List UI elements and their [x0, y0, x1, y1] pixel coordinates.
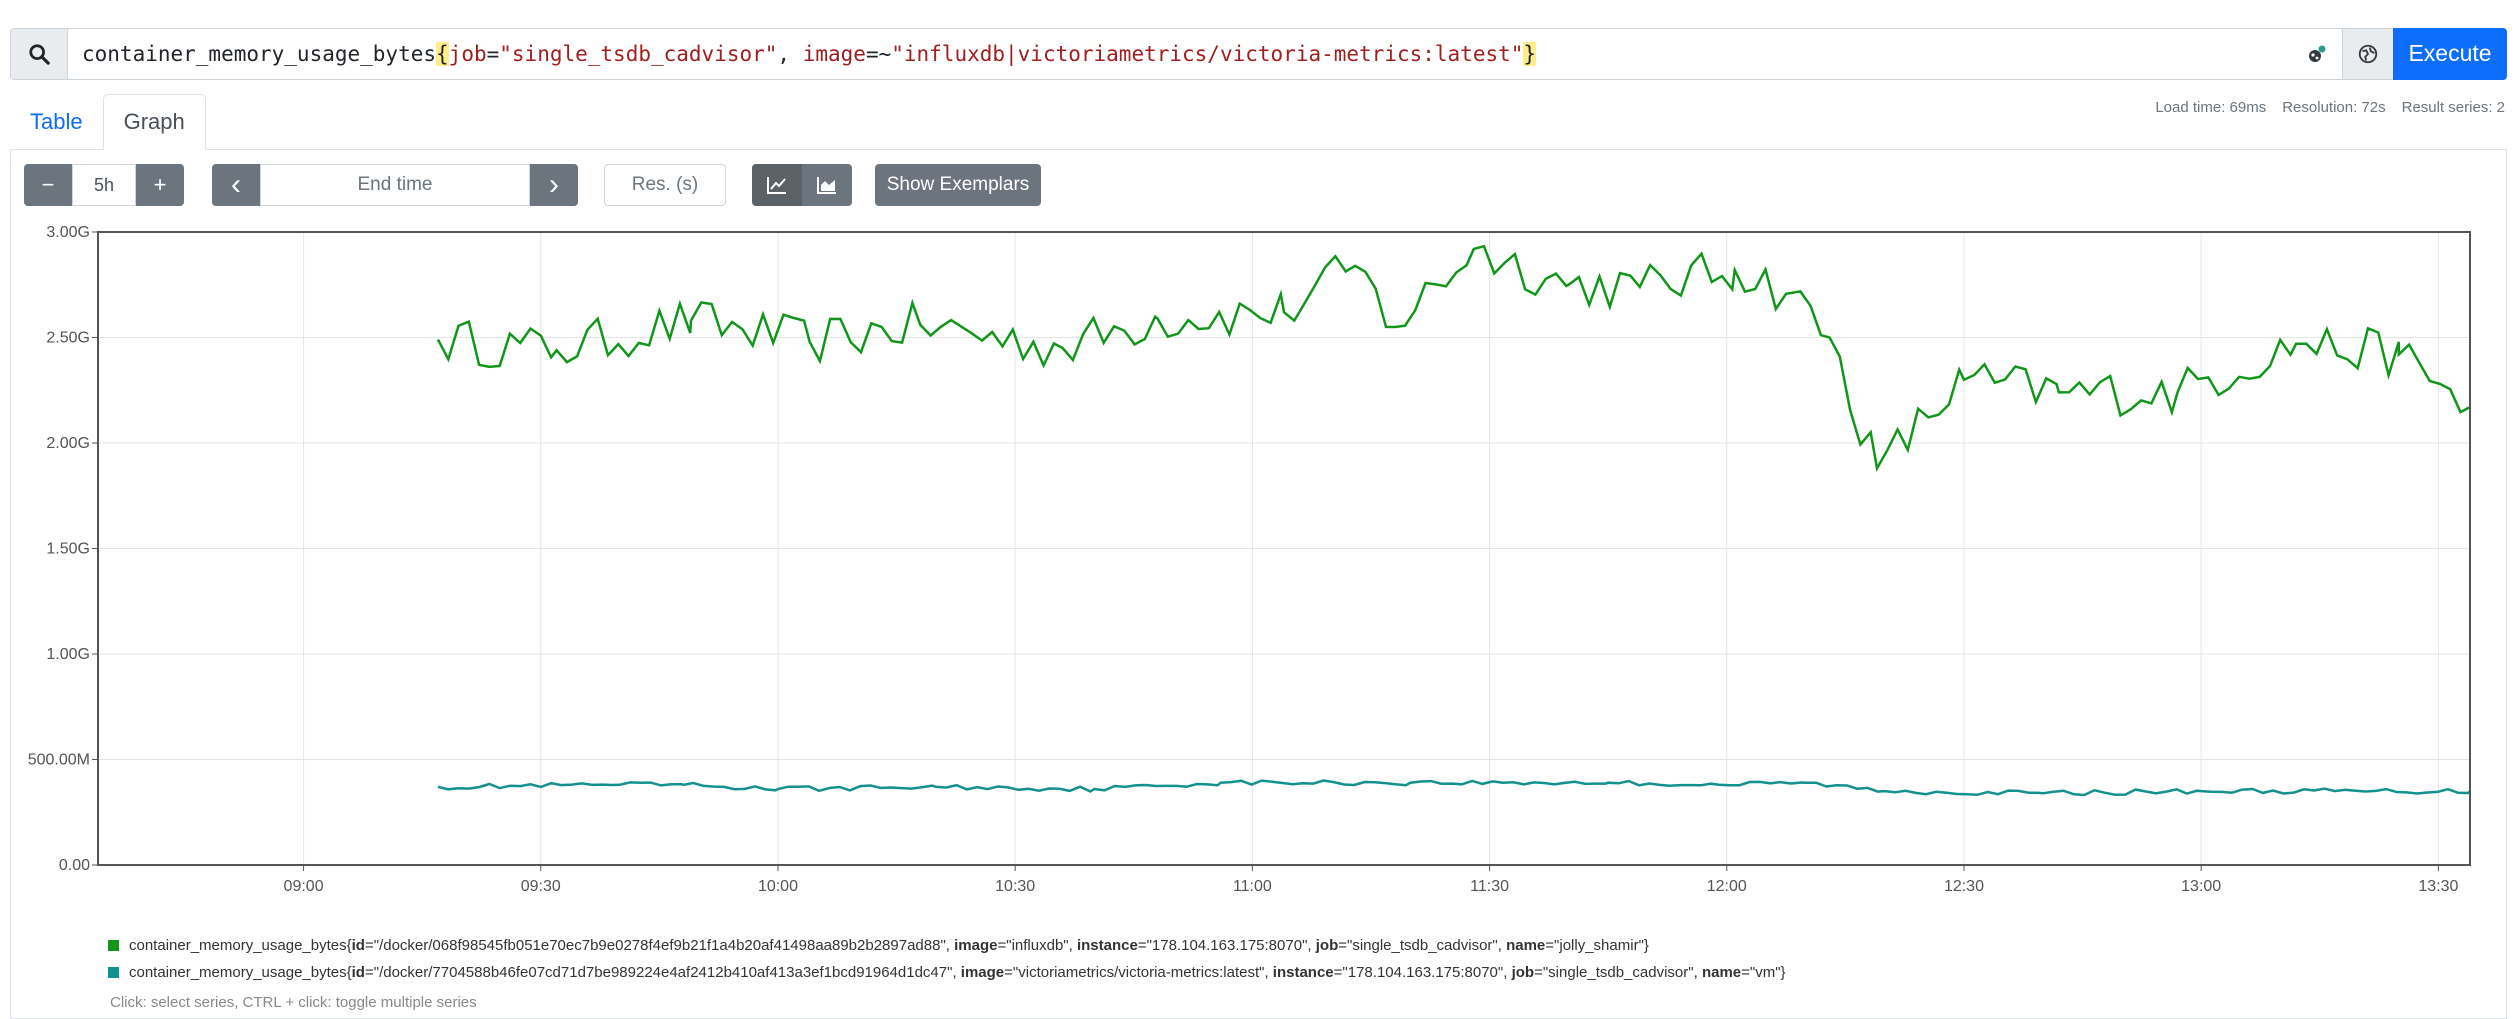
series-line: [437, 779, 2471, 797]
x-tick-label: 10:30: [995, 878, 1035, 895]
x-axis: 09:00 09:30 10:00 10:30 11:00 11:30 12:00 12:30…: [284, 865, 2458, 895]
legend-hint: Click: select series, CTRL + click: togg…: [110, 994, 477, 1011]
x-tick-label: 13:30: [2418, 878, 2458, 895]
y-tick-label: 500.00M: [28, 752, 90, 769]
legend-metric: container_memory_usage_bytes: [129, 964, 347, 981]
legend-item[interactable]: container_memory_usage_bytes{id ="/docker…: [108, 932, 1786, 959]
query-value-job: "single_tsdb_cadvisor": [499, 42, 778, 66]
view-tabs: Table Graph: [10, 94, 206, 150]
tab-table[interactable]: Table: [30, 109, 83, 134]
tab-graph[interactable]: Graph: [102, 94, 206, 150]
query-close-brace: }: [1523, 42, 1537, 66]
range-increase-button[interactable]: +: [136, 164, 184, 206]
legend-job: single_tsdb_cadvisor: [1548, 964, 1689, 981]
query-op-eq: =: [486, 42, 500, 66]
range-control: − 5h +: [24, 164, 184, 206]
query-input[interactable]: container_memory_usage_bytes{job = "single…: [68, 29, 2292, 79]
y-tick-label: 1.00G: [46, 646, 90, 663]
x-tick-label: 10:00: [758, 878, 798, 895]
load-time: Load time: 69ms: [2155, 99, 2267, 116]
legend-job: single_tsdb_cadvisor: [1352, 937, 1493, 954]
y-tick-label: 3.00G: [46, 224, 90, 241]
query-value-image: "influxdb|victoriametrics/victoria-metri…: [891, 42, 1524, 66]
resolution-input[interactable]: Res. (s): [604, 164, 726, 206]
legend-id: /docker/068f98545fb051e70ec7b9e0278f4ef9…: [379, 937, 941, 954]
next-time-button[interactable]: ›: [530, 164, 578, 206]
execute-button[interactable]: Execute: [2393, 27, 2507, 80]
series-lines: [436, 244, 2471, 797]
query-separator: ,: [777, 42, 803, 66]
end-time-input[interactable]: End time: [260, 164, 530, 206]
y-axis: 0.00 500.00M 1.00G 1.50G 2.00G 2.50G 3.00G: [28, 224, 98, 874]
x-tick-label: 12:30: [1944, 878, 1984, 895]
legend-swatch: [108, 967, 119, 978]
chart-legend: container_memory_usage_bytes{id ="/docker…: [108, 932, 1786, 986]
legend-instance: 178.104.163.175:8070: [1151, 937, 1303, 954]
query-stats: Load time: 69ms Resolution: 72s Result s…: [2155, 99, 2505, 116]
range-input[interactable]: 5h: [72, 164, 136, 206]
query-label-image: image: [802, 42, 866, 66]
range-decrease-button[interactable]: −: [24, 164, 72, 206]
show-exemplars-button[interactable]: Show Exemplars: [875, 164, 1041, 206]
query-op-regex: =~: [865, 42, 892, 66]
end-time-control: ‹ End time ›: [212, 164, 578, 206]
globe-icon[interactable]: [2342, 29, 2393, 79]
legend-swatch: [108, 940, 119, 951]
chart-grid: [98, 231, 2470, 866]
y-tick-label: 2.50G: [46, 330, 90, 347]
legend-id: /docker/7704588b46fe07cd71d7be989224e4af…: [379, 964, 948, 981]
query-metric: container_memory_usage_bytes: [82, 42, 437, 66]
x-tick-label: 12:00: [1707, 878, 1747, 895]
x-tick-label: 09:00: [284, 878, 324, 895]
query-bar: container_memory_usage_bytes{job = "single…: [10, 27, 2507, 80]
prev-time-button[interactable]: ‹: [212, 164, 260, 206]
memory-usage-chart[interactable]: 0.00 500.00M 1.00G 1.50G 2.00G 2.50G 3.00G 09:…: [0, 220, 2519, 910]
y-tick-label: 1.50G: [46, 541, 90, 558]
legend-image: influxdb: [1011, 937, 1064, 954]
legend-image: victoriametrics/victoria-metrics:latest: [1018, 964, 1260, 981]
legend-name: jolly_shamir: [1559, 937, 1639, 954]
query-open-brace: {: [436, 42, 449, 66]
plot-frame: [97, 231, 2471, 866]
y-tick-label: 0.00: [59, 857, 90, 874]
x-tick-label: 09:30: [521, 878, 561, 895]
search-icon: [11, 29, 68, 79]
metrics-explorer-icon[interactable]: [2292, 29, 2342, 79]
y-tick-label: 2.00G: [46, 435, 90, 452]
result-series: Result series: 2: [2401, 99, 2505, 116]
resolution: Resolution: 72s: [2282, 99, 2386, 116]
x-tick-label: 11:30: [1470, 878, 1509, 895]
query-label-job: job: [448, 42, 487, 66]
chart-type-toggle: [752, 164, 852, 206]
x-tick-label: 13:00: [2181, 878, 2221, 895]
x-tick-label: 11:00: [1233, 878, 1272, 895]
legend-instance: 178.104.163.175:8070: [1347, 964, 1498, 981]
series-line: [436, 244, 2471, 472]
stacked-chart-icon[interactable]: [802, 164, 852, 206]
legend-metric: container_memory_usage_bytes: [129, 937, 347, 954]
legend-name: vm: [1755, 964, 1776, 981]
legend-item[interactable]: container_memory_usage_bytes{id ="/docker…: [108, 959, 1786, 986]
line-chart-icon[interactable]: [752, 164, 802, 206]
